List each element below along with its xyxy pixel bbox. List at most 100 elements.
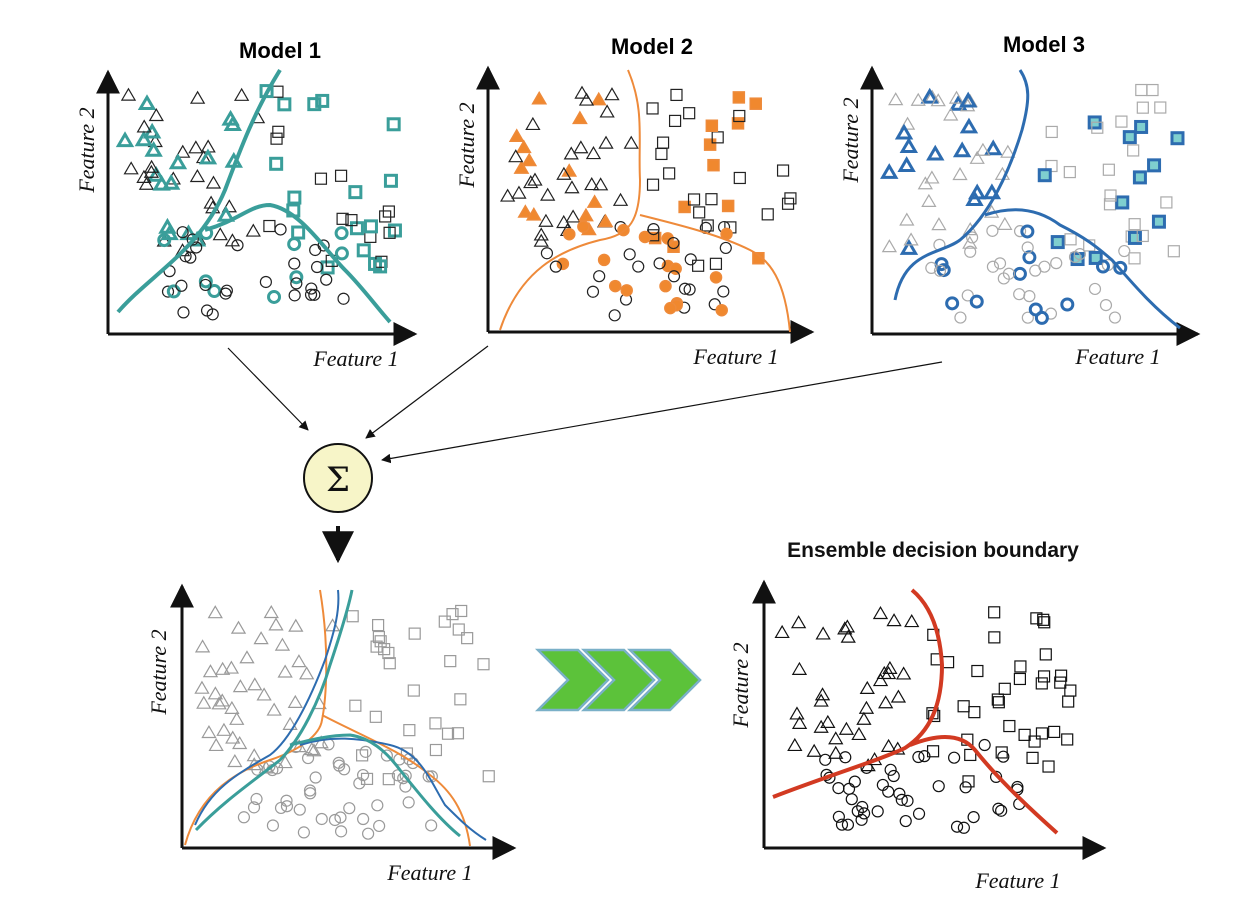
square-marker [1136,229,1149,243]
circle-marker [709,271,723,284]
triangle-marker [573,140,589,154]
triangle-marker [872,673,889,687]
circle-marker [337,292,350,305]
square-marker [1062,695,1075,708]
triangle-marker [223,115,243,131]
arrows-to-combiner [227,345,943,464]
circle-marker [380,749,393,762]
square-marker [314,172,328,185]
triangle-marker [612,192,629,206]
triangle-marker [196,695,212,709]
triangle-marker [508,149,524,163]
triangle-marker [975,142,991,156]
circle-marker [678,282,692,295]
circle-marker [995,804,1008,817]
circle-marker [901,794,914,807]
triangle-marker [959,117,979,134]
circle-marker [912,750,925,764]
square-marker [784,192,797,205]
circle-marker [190,241,203,254]
model-1-scatter [115,84,402,321]
circle-marker [301,751,315,765]
triangle-marker [931,217,947,231]
model-3-y-axis-label: Feature 2 [838,97,863,183]
square-marker [1063,165,1076,179]
triangle-marker [899,239,919,255]
ensemble-y-axis-label: Feature 2 [728,642,753,728]
square-marker [360,772,374,786]
square-marker [370,640,383,653]
square-marker [701,219,714,232]
triangle-marker [189,168,206,183]
triangle-marker [227,753,243,768]
triangle-marker [282,716,298,730]
circle-marker [832,810,845,823]
square-marker [270,132,283,145]
triangle-marker [599,104,615,118]
triangle-marker [136,119,152,133]
circle-marker [638,230,652,244]
model-3-axes [860,65,1201,346]
circle-marker [315,812,328,826]
circle-marker [586,285,600,298]
circle-marker [948,751,961,764]
circle-marker [293,803,306,816]
combined-boundary-model-1 [194,589,461,838]
square-marker [1167,245,1180,258]
circle-marker [1095,259,1110,274]
triangle-marker [232,735,248,750]
circle-marker [274,801,288,815]
circle-marker [177,306,190,319]
square-marker [988,631,1001,644]
square-marker [446,608,459,621]
triangle-marker [533,233,549,247]
square-marker [1050,235,1065,250]
square-marker [1037,168,1052,183]
square-marker [429,743,443,757]
square-marker [408,627,421,640]
circle-marker [1108,311,1122,324]
triangle-marker [578,207,594,222]
square-marker [1014,660,1027,673]
circle-marker [308,288,321,301]
triangle-marker [148,108,164,122]
circle-marker [839,751,852,764]
triangle-marker [207,605,223,619]
triangle-marker [838,721,855,735]
triangle-marker [851,726,867,741]
circle-marker [287,237,302,252]
square-marker [346,610,359,623]
triangle-marker [921,193,937,207]
square-marker [1061,733,1074,746]
circle-marker [184,251,197,264]
triangle-marker [115,131,135,148]
square-marker [383,173,398,188]
square-marker [1013,672,1027,686]
triangle-marker [623,135,639,149]
triangle-marker [585,146,602,160]
triangle-marker [246,748,262,762]
triangle-marker [277,664,293,678]
square-marker [383,657,396,670]
square-marker [1091,121,1104,134]
square-marker [962,775,975,788]
circle-marker [1013,288,1026,301]
triangle-marker [597,213,614,228]
triangle-marker [230,620,247,634]
square-marker [670,88,683,102]
square-marker [668,114,682,128]
square-marker [1135,83,1148,97]
triangle-marker [313,735,329,749]
triangle-marker [538,213,554,227]
model-1-x-axis-label: Feature 1 [312,346,398,371]
triangle-marker [806,743,822,757]
triangle-marker [253,631,269,645]
square-marker [1037,670,1051,683]
square-marker [1054,676,1067,689]
circle-marker [280,800,294,813]
square-marker [678,200,691,214]
square-marker [1147,158,1162,173]
triangle-marker [198,148,218,165]
circle-marker [664,301,677,315]
triangle-marker [880,666,897,680]
